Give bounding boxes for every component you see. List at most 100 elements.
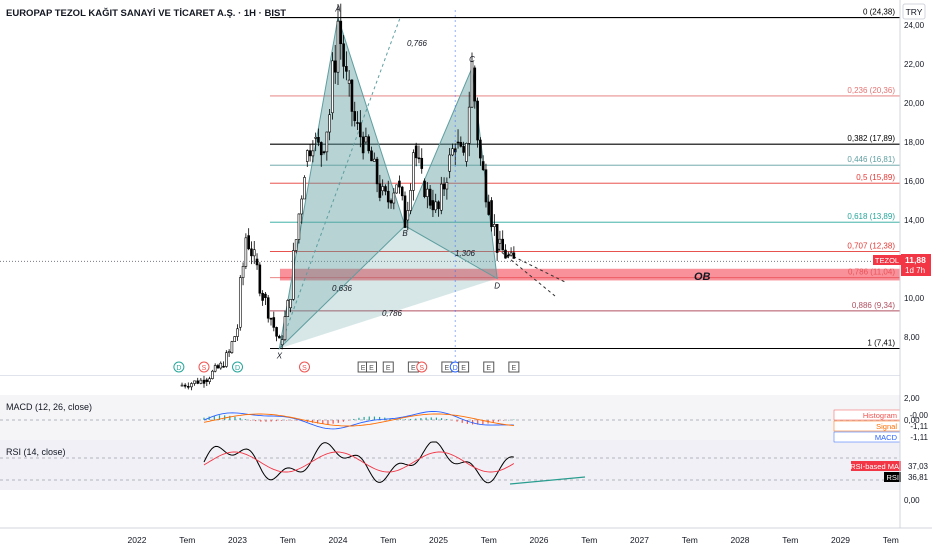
macd-histogram-bar xyxy=(265,420,267,422)
candle-body xyxy=(345,66,348,72)
price-series xyxy=(180,3,516,391)
price-axis-tick: 20,00 xyxy=(904,99,925,108)
macd-histogram-bar xyxy=(244,419,246,420)
split-marker[interactable] xyxy=(416,361,428,373)
macd-histogram-bar xyxy=(332,420,334,424)
rsi-ma-line xyxy=(203,451,515,473)
macd-histogram-bar xyxy=(378,416,381,420)
candle-body xyxy=(400,186,404,197)
time-axis-tick: 2025 xyxy=(429,535,448,545)
candle-body xyxy=(389,200,393,204)
earnings-marker[interactable] xyxy=(458,361,470,373)
price-tag-value: 11,88 xyxy=(905,255,926,265)
macd-histogram-bar xyxy=(342,420,345,422)
candle-body xyxy=(319,142,323,156)
candle-body xyxy=(467,106,471,144)
split-marker[interactable] xyxy=(198,361,210,373)
pattern-point-label: X xyxy=(276,352,283,361)
macd-histogram-bar xyxy=(239,417,241,420)
macd-label[interactable]: MACD (12, 26, close) xyxy=(6,402,92,412)
event-marker-label: S xyxy=(302,365,307,372)
time-axis-tick: 2024 xyxy=(329,535,348,545)
candle-body xyxy=(459,142,463,147)
macd-histogram-bar xyxy=(430,417,432,420)
candle-body xyxy=(509,252,513,256)
event-marker-label: S xyxy=(202,365,207,372)
candle-body xyxy=(286,300,290,317)
fib-label: 0,707 (12,38) xyxy=(847,242,895,251)
candle-body xyxy=(292,250,295,300)
rsi-label[interactable]: RSI (14, close) xyxy=(6,447,66,457)
event-marker-label: D xyxy=(235,365,240,372)
macd-histogram-bar xyxy=(513,419,515,421)
rsi-legend-name: RSI xyxy=(886,473,899,482)
macd-histogram-bar xyxy=(286,420,288,421)
pane-divider xyxy=(0,375,900,376)
dividend-marker[interactable] xyxy=(173,361,185,373)
macd-histogram-bar xyxy=(260,420,262,422)
ob-label: OB xyxy=(694,271,711,283)
dividend-marker[interactable] xyxy=(232,361,243,373)
candle-body xyxy=(227,351,231,354)
pattern-point-label: D xyxy=(494,282,500,291)
currency-badge[interactable] xyxy=(902,3,926,20)
ob-zone xyxy=(280,268,900,281)
macd-axis-tick: 0,00 xyxy=(904,416,920,425)
event-marker-label: D xyxy=(453,365,458,372)
time-axis-tick: 2029 xyxy=(831,535,850,545)
candle-body xyxy=(437,201,440,210)
candle-body xyxy=(439,183,443,211)
candle-body xyxy=(498,238,502,244)
candle-body xyxy=(367,136,371,152)
time-axis-tick: Tem xyxy=(883,535,899,545)
macd-legend-value: -1,11 xyxy=(910,422,928,431)
rsi-legend-value: 37,03 xyxy=(908,462,929,471)
ratio-label: 1,306 xyxy=(455,249,476,258)
time-axis-tick: 2027 xyxy=(630,535,649,545)
earnings-marker[interactable] xyxy=(366,361,377,373)
macd-histogram-bar xyxy=(249,420,252,421)
harmonic-xbd xyxy=(279,225,498,349)
candle-body xyxy=(208,378,211,382)
candle-body xyxy=(328,114,331,133)
macd-histogram-bar xyxy=(280,420,283,421)
candle-body xyxy=(322,151,326,154)
candle-body xyxy=(512,252,516,259)
macd-histogram-bar xyxy=(440,418,443,420)
macd-histogram-bar xyxy=(363,416,365,420)
event-marker-label: E xyxy=(461,365,466,372)
split-marker[interactable] xyxy=(299,361,310,373)
price-axis-tick: 10,00 xyxy=(904,294,925,303)
price-axis-tick: 22,00 xyxy=(904,60,925,69)
event-marker-label: E xyxy=(486,365,491,372)
event-marker-label: E xyxy=(445,365,450,372)
candle-body xyxy=(213,365,217,372)
candle-body xyxy=(252,249,256,257)
candle-body xyxy=(428,188,432,206)
candle-body xyxy=(381,186,384,192)
candle-body xyxy=(434,201,438,211)
candle-body xyxy=(314,137,317,139)
rsi-legend-tag xyxy=(884,472,901,482)
macd-histogram-bar xyxy=(218,415,221,420)
macd-line xyxy=(203,411,514,430)
candle-body xyxy=(398,180,401,188)
time-axis-tick: Tem xyxy=(682,535,698,545)
candle-body xyxy=(375,158,379,185)
candle-body xyxy=(370,150,373,162)
earnings-marker[interactable] xyxy=(483,361,495,373)
candle-body xyxy=(196,380,200,384)
candle-body xyxy=(431,200,435,211)
macd-histogram-bar xyxy=(291,420,293,421)
candle-body xyxy=(183,384,187,387)
pattern-point-label: A xyxy=(334,5,340,14)
candle-body xyxy=(225,352,228,367)
earnings-marker[interactable] xyxy=(382,361,394,373)
candle-body xyxy=(275,327,278,337)
time-axis-tick: Tem xyxy=(380,535,396,545)
earnings-marker[interactable] xyxy=(508,361,520,373)
macd-legend-name: MACD xyxy=(875,433,898,442)
